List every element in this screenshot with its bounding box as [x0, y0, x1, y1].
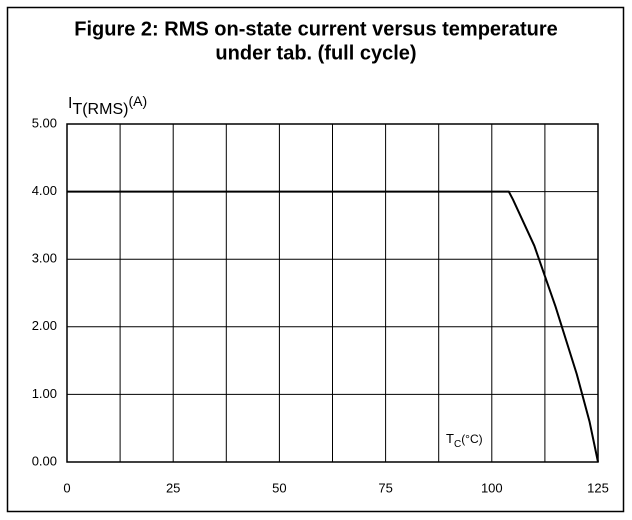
- y-tick-label: 0.00: [32, 453, 57, 468]
- data-line: [67, 190, 599, 463]
- chart-title: Figure 2: RMS on-state current versus te…: [74, 18, 557, 40]
- chart-subtitle: under tab. (full cycle): [215, 42, 416, 64]
- x-tick-label: 75: [378, 480, 392, 495]
- y-tick-label: 5.00: [32, 115, 57, 130]
- x-tick-label: 125: [587, 480, 609, 495]
- x-axis-label: TC(°C): [446, 431, 483, 449]
- y-label-main: I: [68, 95, 72, 112]
- x-tick-label: 0: [63, 480, 70, 495]
- y-label-unit: (A): [128, 93, 147, 109]
- plot-border: [66, 123, 599, 463]
- y-axis-label: IT(RMS)(A): [68, 93, 147, 119]
- x-label-unit: (°C): [461, 432, 482, 446]
- x-label-sub: C: [454, 439, 461, 450]
- y-label-sub: T(RMS): [72, 101, 128, 118]
- y-tick-label: 3.00: [32, 251, 57, 266]
- y-tick-label: 4.00: [32, 183, 57, 198]
- x-tick-label: 25: [166, 480, 180, 495]
- x-label-main: T: [446, 431, 454, 446]
- frame: [6, 6, 625, 513]
- y-tick-label: 1.00: [32, 386, 57, 401]
- y-tick-label: 2.00: [32, 318, 57, 333]
- x-tick-label: 50: [272, 480, 286, 495]
- x-tick-label: 100: [481, 480, 503, 495]
